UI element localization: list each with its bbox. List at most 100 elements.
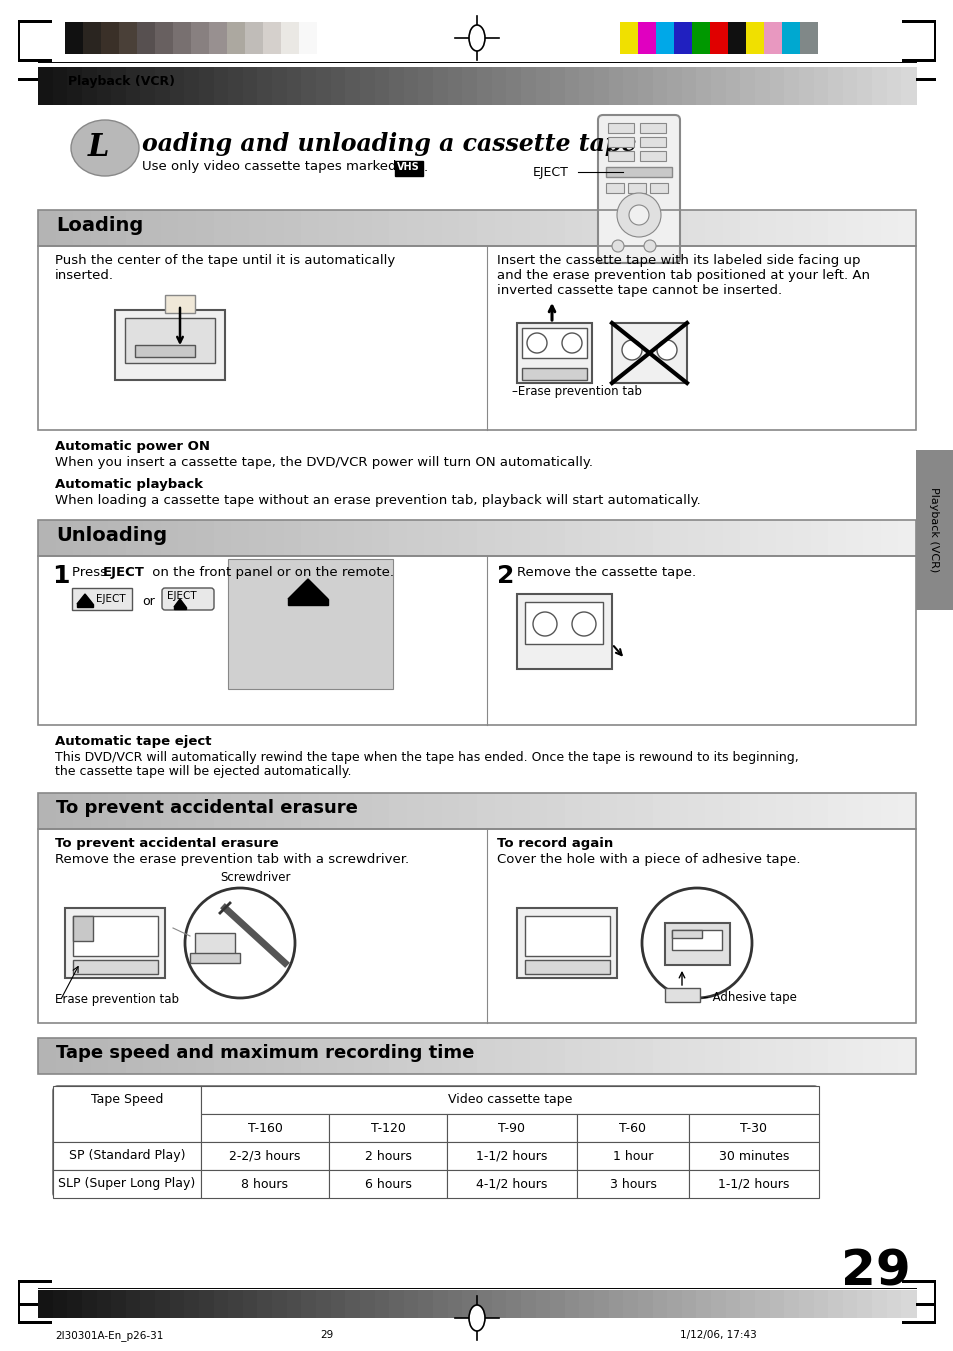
Bar xyxy=(862,209,881,246)
Bar xyxy=(272,1290,288,1319)
Text: Screwdriver: Screwdriver xyxy=(220,871,291,884)
Bar xyxy=(459,520,477,557)
Bar xyxy=(257,68,273,105)
Polygon shape xyxy=(288,580,328,598)
Bar xyxy=(547,1038,565,1074)
Bar xyxy=(406,520,425,557)
Bar xyxy=(178,520,197,557)
Bar xyxy=(862,520,881,557)
Text: Video cassette tape: Video cassette tape xyxy=(447,1093,572,1106)
Bar xyxy=(96,1290,112,1319)
Bar xyxy=(845,1038,863,1074)
Text: inverted cassette tape cannot be inserted.: inverted cassette tape cannot be inserte… xyxy=(497,284,781,297)
Bar xyxy=(170,1290,185,1319)
Bar xyxy=(375,68,390,105)
Circle shape xyxy=(641,888,751,998)
Bar xyxy=(301,793,319,830)
Bar xyxy=(775,209,793,246)
Bar xyxy=(476,1038,495,1074)
Bar xyxy=(354,209,373,246)
Bar xyxy=(664,988,700,1002)
Bar xyxy=(635,1038,653,1074)
Bar xyxy=(740,520,759,557)
Bar xyxy=(671,929,701,938)
Bar xyxy=(577,1142,688,1170)
Bar xyxy=(55,209,74,246)
Bar xyxy=(73,916,92,942)
Bar xyxy=(101,22,119,54)
Bar xyxy=(880,520,899,557)
Bar xyxy=(605,182,623,193)
Bar xyxy=(649,182,667,193)
Bar xyxy=(506,1290,521,1319)
Bar xyxy=(783,1290,800,1319)
Bar xyxy=(301,1038,319,1074)
Bar xyxy=(184,1290,200,1319)
Bar xyxy=(73,209,91,246)
Bar xyxy=(447,1290,463,1319)
Bar xyxy=(154,22,172,54)
Bar xyxy=(841,68,858,105)
Bar xyxy=(758,1038,776,1074)
Bar xyxy=(20,1321,52,1324)
Bar xyxy=(18,1279,20,1324)
Text: 30 minutes: 30 minutes xyxy=(718,1150,788,1162)
Bar xyxy=(550,68,565,105)
Bar xyxy=(329,1115,447,1142)
Bar xyxy=(231,1038,250,1074)
Bar xyxy=(161,520,179,557)
Bar xyxy=(201,1086,818,1115)
Bar xyxy=(389,1290,404,1319)
Bar xyxy=(581,793,600,830)
Bar xyxy=(758,209,776,246)
Bar xyxy=(71,588,132,611)
Bar xyxy=(201,1170,329,1198)
Bar xyxy=(82,68,97,105)
Bar xyxy=(841,1290,858,1319)
Bar xyxy=(213,520,232,557)
Bar xyxy=(249,209,267,246)
Bar xyxy=(687,209,705,246)
Bar xyxy=(758,520,776,557)
Bar xyxy=(827,209,846,246)
Bar xyxy=(82,1290,97,1319)
Bar xyxy=(885,1290,902,1319)
Text: VHS: VHS xyxy=(396,162,419,172)
Bar xyxy=(880,209,899,246)
Bar xyxy=(517,323,592,382)
Ellipse shape xyxy=(469,1305,484,1331)
Bar xyxy=(476,520,495,557)
Bar xyxy=(424,1038,442,1074)
Bar xyxy=(901,20,933,23)
Bar xyxy=(119,22,137,54)
Bar xyxy=(257,1290,273,1319)
Bar xyxy=(506,68,521,105)
Bar xyxy=(424,520,442,557)
Bar xyxy=(143,520,162,557)
Bar xyxy=(213,793,232,830)
Bar xyxy=(228,68,244,105)
Bar xyxy=(108,793,127,830)
Bar xyxy=(547,209,565,246)
Bar xyxy=(38,557,915,725)
Bar xyxy=(459,793,477,830)
Bar xyxy=(447,1170,577,1198)
Text: 29: 29 xyxy=(319,1329,333,1340)
Bar xyxy=(535,1290,551,1319)
Bar xyxy=(915,450,953,611)
Bar xyxy=(704,1038,723,1074)
Bar xyxy=(476,68,492,105)
Bar xyxy=(687,520,705,557)
Bar xyxy=(494,1038,513,1074)
Bar xyxy=(245,22,263,54)
Bar xyxy=(491,68,507,105)
Bar xyxy=(933,1279,935,1324)
Bar xyxy=(722,1038,740,1074)
Text: Loading: Loading xyxy=(56,216,143,235)
Bar xyxy=(529,209,548,246)
Bar xyxy=(77,604,92,607)
Text: Playback (VCR): Playback (VCR) xyxy=(68,76,174,88)
Circle shape xyxy=(612,240,623,253)
Bar xyxy=(18,20,20,62)
Bar xyxy=(266,520,285,557)
